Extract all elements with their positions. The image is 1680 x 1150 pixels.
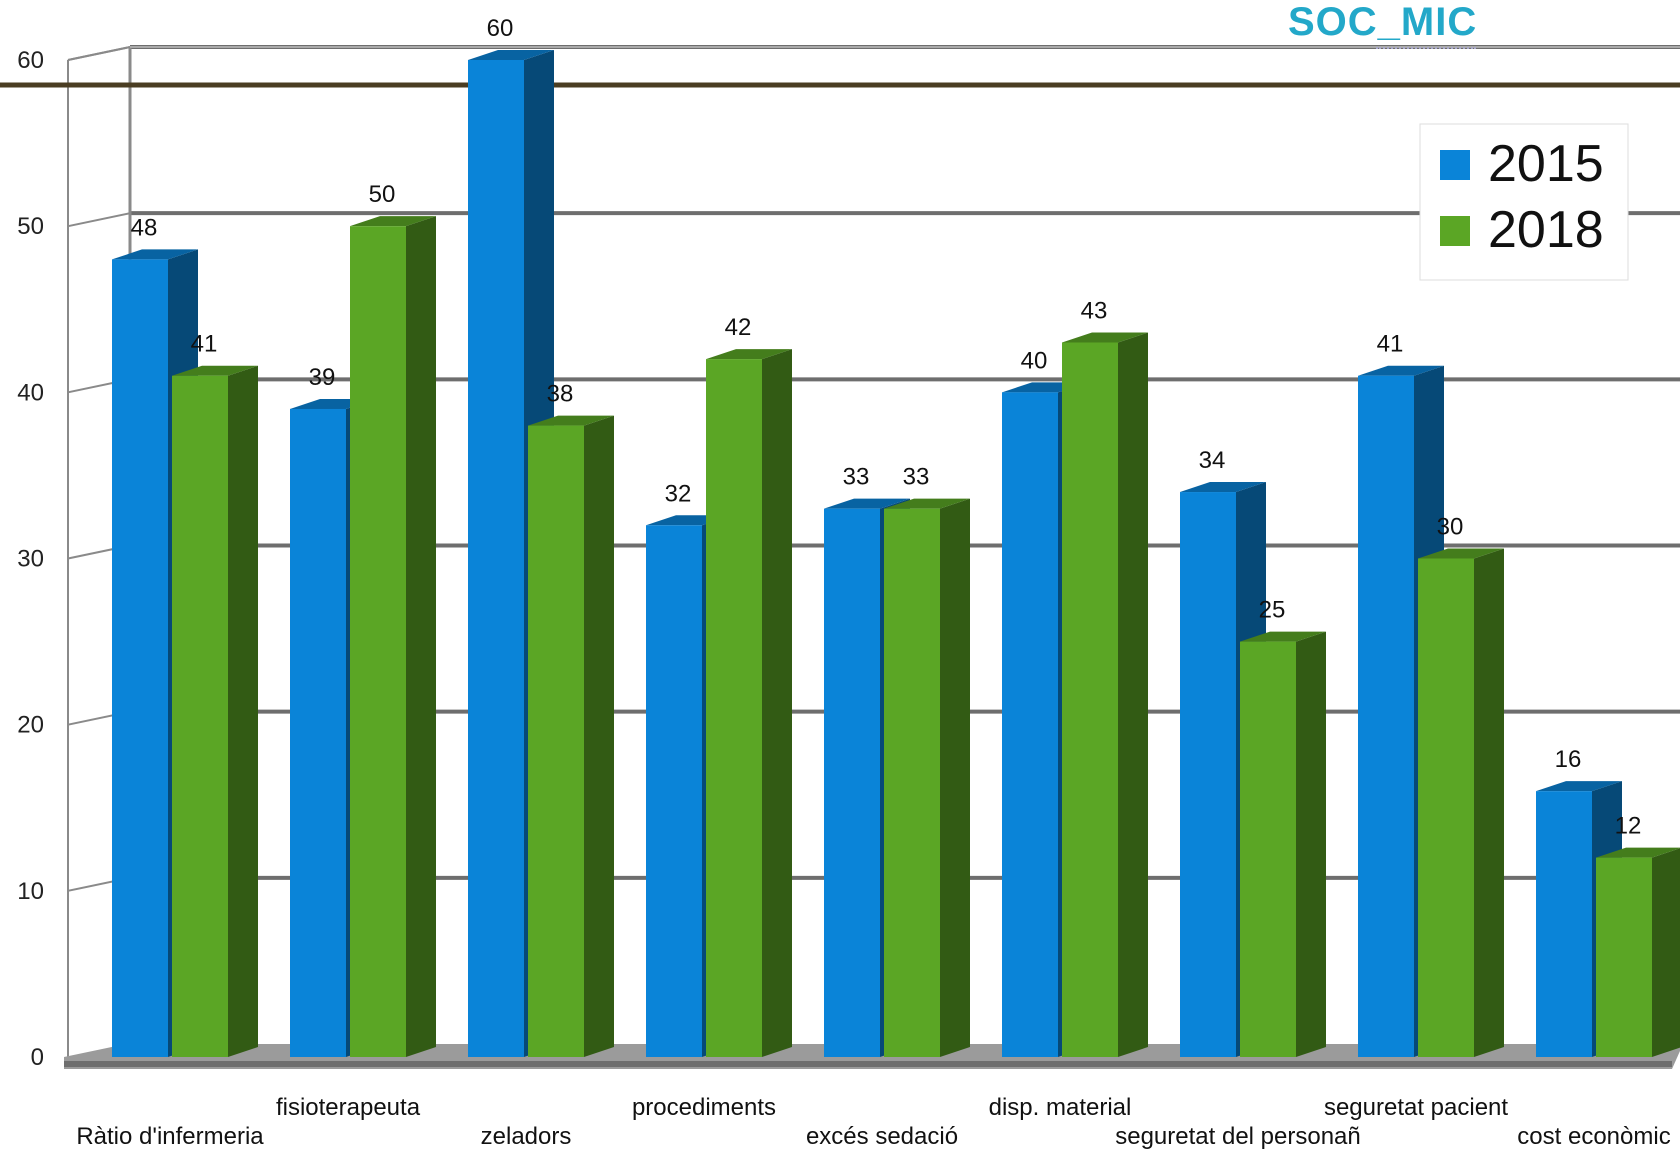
x-category-label: seguretat del personañ	[1115, 1123, 1361, 1150]
legend-label: 2015	[1488, 135, 1604, 193]
data-label: 41	[1377, 331, 1404, 358]
data-label: 60	[487, 15, 514, 42]
bar-side-2018	[1296, 631, 1326, 1057]
bar-side-2018	[584, 415, 614, 1058]
bar-side-2018	[762, 349, 792, 1058]
x-category-label: seguretat pacient	[1324, 1094, 1508, 1121]
side-wall-top	[67, 46, 131, 61]
data-label: 32	[665, 480, 692, 507]
data-labels: 48 41 39 50 60 38 32 42 33 33 40 43 34 25 41 30 16 12	[131, 15, 1642, 840]
bar-top-2015	[1358, 365, 1444, 376]
bar-2015	[112, 259, 168, 1057]
y-tick-label: 20	[17, 712, 44, 739]
x-category-label: procediments	[632, 1094, 776, 1121]
y-tick-label: 40	[17, 379, 44, 406]
bar-top-2018	[1062, 332, 1148, 343]
bar-2018	[1596, 857, 1652, 1057]
data-label: 16	[1555, 746, 1582, 773]
x-category-label: fisioterapeuta	[276, 1094, 421, 1121]
y-tick-label: 0	[31, 1044, 44, 1071]
bar-2018	[350, 226, 406, 1057]
data-label: 41	[191, 331, 218, 358]
data-label: 48	[131, 214, 158, 241]
bar-side-2018	[940, 498, 970, 1057]
bar-top-2015	[824, 498, 910, 509]
data-label: 42	[725, 314, 752, 341]
legend-swatch	[1440, 150, 1470, 180]
x-category-label: zeladors	[481, 1123, 572, 1150]
legend-label: 2018	[1488, 201, 1604, 259]
data-label: 43	[1081, 297, 1108, 324]
bar-side-2018	[1474, 548, 1504, 1057]
data-label: 12	[1615, 813, 1642, 840]
bar-2018	[1062, 342, 1118, 1057]
data-label: 33	[843, 464, 870, 491]
bar-2018	[884, 508, 940, 1057]
data-label: 33	[903, 464, 930, 491]
data-label: 40	[1021, 347, 1048, 374]
bar-2015	[646, 525, 702, 1057]
legend-swatch	[1440, 216, 1470, 246]
bar-2015	[1180, 492, 1236, 1057]
y-tick-label: 30	[17, 546, 44, 573]
bar-2015	[1358, 375, 1414, 1057]
chart-floor-edge	[64, 1061, 1672, 1067]
bar-side-2018	[228, 365, 258, 1057]
x-category-label: cost econòmic	[1517, 1123, 1670, 1150]
y-tick-label: 10	[17, 878, 44, 905]
bar-side-2018	[406, 216, 436, 1057]
logo-text: SOC_MIC	[1288, 0, 1478, 44]
bar-top-2018	[350, 216, 436, 227]
bar-2018	[1240, 641, 1296, 1057]
y-axis: 0 10 20 30 40 50 60	[17, 47, 44, 1071]
bar-top-2018	[1418, 548, 1504, 559]
bar-2018	[528, 425, 584, 1058]
x-axis: Ràtio d'infermeria fisioterapeuta zeladors…	[76, 1094, 1670, 1150]
data-label: 50	[369, 181, 396, 208]
legend: 2015 2018	[1419, 123, 1629, 281]
y-tick-label: 60	[17, 47, 44, 74]
data-label: 38	[547, 381, 574, 408]
bar-2015	[824, 508, 880, 1057]
bar-2018	[1418, 558, 1474, 1057]
bar-2015	[1536, 791, 1592, 1057]
bar-top-2018	[706, 349, 792, 360]
bar-top-2018	[528, 415, 614, 426]
side-gridline	[67, 212, 131, 228]
data-label: 25	[1259, 597, 1286, 624]
x-category-label: excés sedació	[806, 1123, 958, 1150]
bar-top-2015	[1536, 781, 1622, 792]
data-label: 39	[309, 364, 336, 391]
y-tick-label: 50	[17, 213, 44, 240]
bar-top-2018	[1596, 847, 1680, 858]
soc-mic-logo: SOC_MIC	[1288, 0, 1478, 70]
bar-top-2018	[172, 365, 258, 376]
bar-side-2018	[1118, 332, 1148, 1057]
bar-top-2015	[1180, 482, 1266, 493]
bar-2015	[468, 60, 524, 1057]
bar-top-2018	[1240, 631, 1326, 642]
bar-2018	[172, 375, 228, 1057]
bar-top-2015	[468, 50, 554, 60]
bar-2015	[1002, 392, 1058, 1057]
bar-top-2015	[112, 249, 198, 260]
bar-2015	[290, 408, 346, 1057]
x-category-label: Ràtio d'infermeria	[76, 1123, 264, 1150]
bar-2018	[706, 359, 762, 1058]
logo-subtitle-line	[1376, 47, 1476, 52]
data-label: 30	[1437, 514, 1464, 541]
data-label: 34	[1199, 447, 1226, 474]
bar-side-2018	[1652, 848, 1680, 1057]
bars	[112, 50, 1680, 1058]
x-category-label: disp. material	[989, 1094, 1132, 1121]
bar-top-2018	[884, 498, 970, 509]
